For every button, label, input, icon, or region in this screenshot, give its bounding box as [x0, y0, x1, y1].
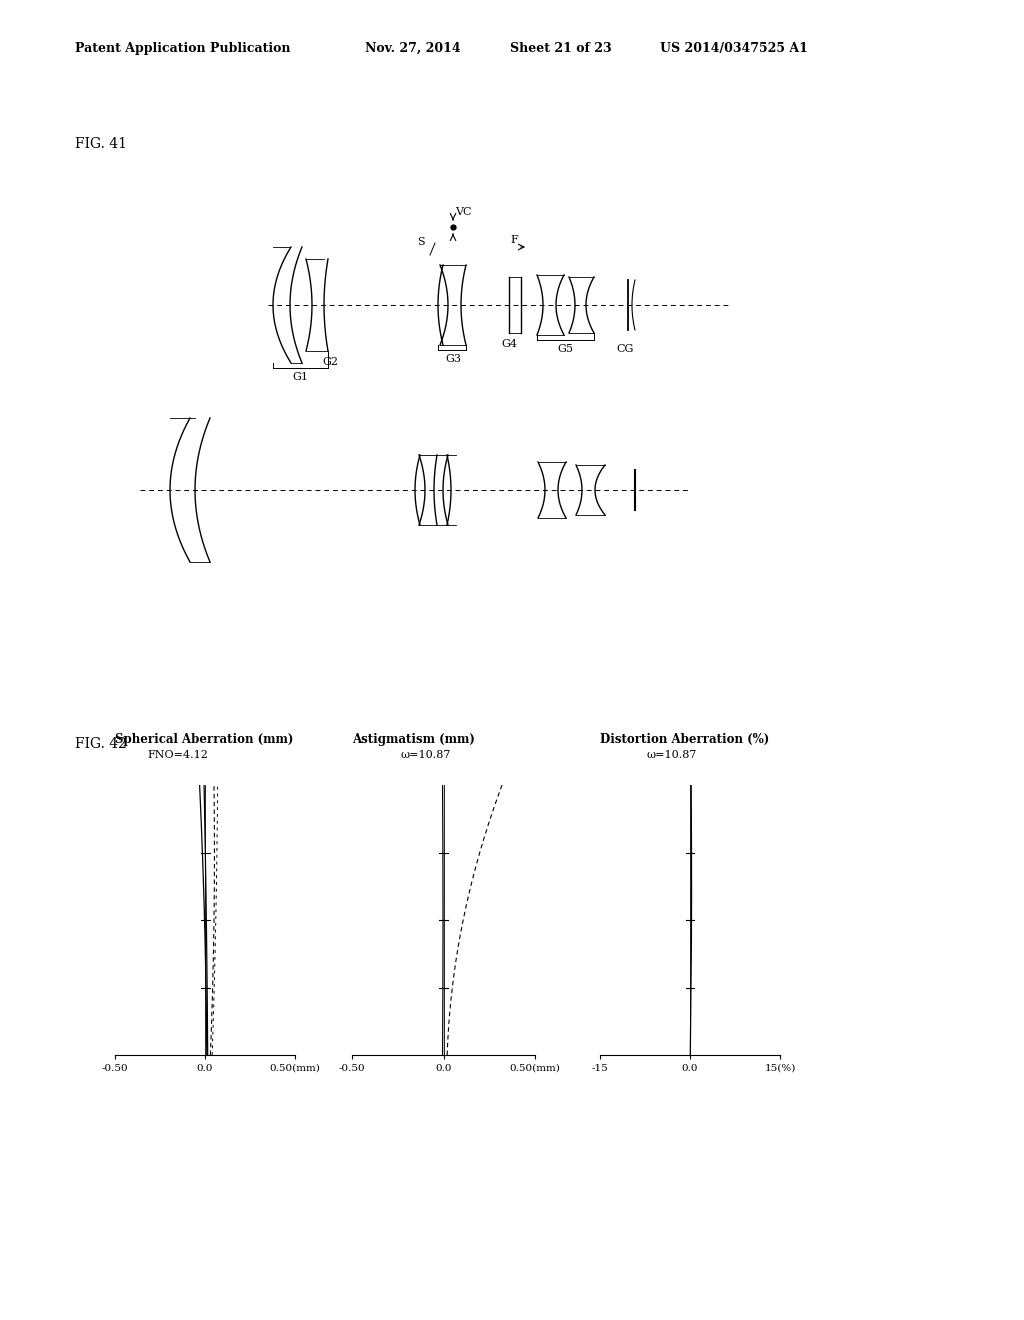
Text: ω=10.87: ω=10.87	[400, 750, 451, 760]
Text: Astigmatism (mm): Astigmatism (mm)	[352, 734, 475, 746]
Text: CG: CG	[616, 345, 634, 354]
Text: VC: VC	[455, 207, 471, 216]
Text: G5: G5	[557, 345, 573, 354]
Text: S: S	[417, 238, 425, 247]
Text: FIG. 41: FIG. 41	[75, 137, 127, 150]
Text: G1: G1	[293, 372, 308, 381]
Text: Distortion Aberration (%): Distortion Aberration (%)	[600, 734, 769, 746]
Text: US 2014/0347525 A1: US 2014/0347525 A1	[660, 42, 808, 55]
Text: G2: G2	[322, 356, 338, 367]
Text: Nov. 27, 2014: Nov. 27, 2014	[365, 42, 461, 55]
Text: G4: G4	[501, 339, 517, 348]
Text: ω=10.87: ω=10.87	[647, 750, 697, 760]
Text: Sheet 21 of 23: Sheet 21 of 23	[510, 42, 611, 55]
Text: FIG. 42: FIG. 42	[75, 737, 127, 751]
Text: F: F	[510, 235, 518, 246]
Text: G3: G3	[445, 354, 461, 364]
Text: Spherical Aberration (mm): Spherical Aberration (mm)	[115, 734, 293, 746]
Text: Patent Application Publication: Patent Application Publication	[75, 42, 291, 55]
Text: FNO=4.12: FNO=4.12	[147, 750, 209, 760]
